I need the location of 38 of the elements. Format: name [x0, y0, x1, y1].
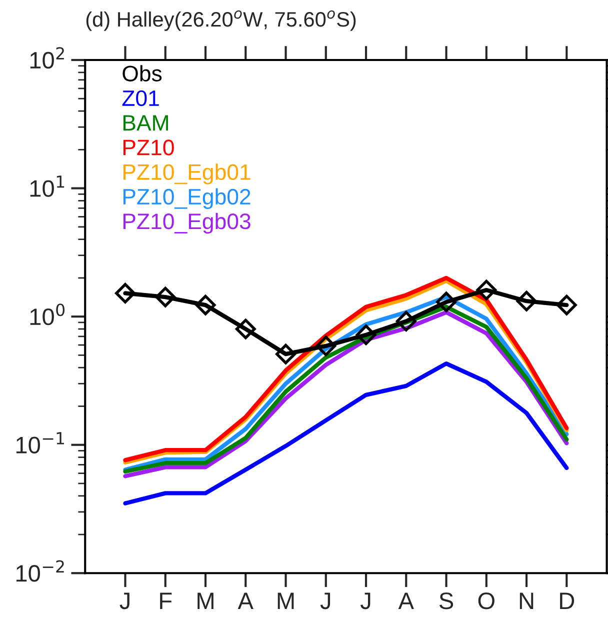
x-tick-label: F [160, 592, 172, 609]
x-tick-label: O [478, 592, 494, 610]
x-tick-label: J [120, 592, 130, 610]
chart-title: (d) Halley(26.20$^{o}$W, 75.60$^{o}$S) [86, 10, 356, 31]
x-tick-label: S [439, 592, 454, 610]
text: PZ10_Egb01 [123, 164, 250, 184]
x-tick-label: A [398, 592, 414, 609]
x-tick-label: J [360, 592, 370, 610]
y-tick-label: 10$^{1}$ [30, 176, 64, 197]
y-tick-label: 10$^{2}$ [30, 47, 64, 69]
point [115, 283, 136, 304]
x-tick-label: J [320, 592, 330, 610]
point [155, 286, 176, 308]
y-tick-label: 10$^{−2}$ [16, 560, 64, 582]
x-tick-label: N [520, 592, 534, 609]
y-tick-label: 10$^{0}$ [30, 304, 64, 326]
point [516, 290, 537, 312]
x-tick-label: M [198, 592, 214, 609]
text: Obs [122, 65, 162, 82]
point [276, 344, 296, 364]
line-series [123, 361, 569, 506]
point [556, 294, 577, 316]
point [235, 318, 256, 340]
y-tick-label: 10$^{−1}$ [16, 432, 64, 454]
point [476, 280, 497, 300]
x-tick-label: D [560, 592, 574, 609]
point [396, 310, 416, 332]
point [316, 336, 336, 356]
text: PZ10_Egb03 [123, 212, 250, 234]
x-tick-label: A [238, 592, 254, 609]
text: PZ10_Egb02 [123, 188, 250, 209]
point [436, 292, 456, 312]
text: BAM [123, 115, 168, 130]
point [195, 294, 216, 316]
text: Z01 [122, 90, 159, 106]
x-tick-label: M [278, 592, 294, 609]
point [356, 324, 376, 346]
text: PZ10 [123, 140, 174, 156]
